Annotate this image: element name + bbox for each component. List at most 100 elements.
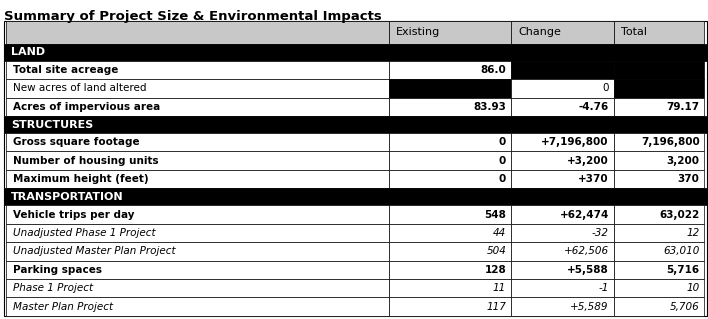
Bar [6, 152, 389, 170]
Bar [389, 224, 511, 242]
Bar [4, 116, 707, 133]
Bar [6, 133, 389, 152]
Bar [389, 261, 511, 279]
Text: Maximum height (feet): Maximum height (feet) [13, 174, 148, 184]
Bar [614, 242, 704, 261]
Text: 0: 0 [499, 137, 506, 147]
Bar [389, 21, 511, 44]
Text: Acres of impervious area: Acres of impervious area [13, 102, 160, 112]
Text: -32: -32 [592, 228, 609, 238]
Bar [4, 188, 707, 205]
Bar [511, 224, 614, 242]
Text: +62,506: +62,506 [564, 246, 609, 256]
Text: Unadjusted Master Plan Project: Unadjusted Master Plan Project [13, 246, 176, 256]
Text: TRANSPORTATION: TRANSPORTATION [11, 192, 124, 202]
Bar [6, 279, 389, 297]
Text: 548: 548 [484, 210, 506, 219]
Text: 128: 128 [484, 265, 506, 275]
Bar [511, 152, 614, 170]
Text: 0: 0 [499, 174, 506, 184]
Bar [389, 205, 511, 224]
Text: 117: 117 [486, 301, 506, 312]
Bar [614, 21, 704, 44]
Text: LAND: LAND [11, 47, 45, 57]
Bar [389, 170, 511, 188]
Bar [614, 261, 704, 279]
Bar [6, 205, 389, 224]
Bar [389, 133, 511, 152]
Bar [511, 242, 614, 261]
Text: +62,474: +62,474 [559, 210, 609, 219]
Bar [511, 205, 614, 224]
Text: 63,010: 63,010 [663, 246, 700, 256]
Text: Total site acreage: Total site acreage [13, 65, 118, 75]
Text: Change: Change [518, 27, 561, 37]
Bar [511, 297, 614, 316]
Bar [6, 297, 389, 316]
Bar [389, 297, 511, 316]
Bar [614, 79, 704, 98]
Bar [614, 170, 704, 188]
Text: Number of housing units: Number of housing units [13, 156, 159, 166]
Text: New acres of land altered: New acres of land altered [13, 83, 146, 93]
Bar [6, 61, 389, 79]
Bar [511, 279, 614, 297]
Bar [6, 170, 389, 188]
Text: +7,196,800: +7,196,800 [542, 137, 609, 147]
Bar [389, 242, 511, 261]
Text: Phase 1 Project: Phase 1 Project [13, 283, 93, 293]
Bar [6, 21, 389, 44]
Text: 63,022: 63,022 [659, 210, 700, 219]
Text: Summary of Project Size & Environmental Impacts: Summary of Project Size & Environmental … [4, 10, 382, 23]
Text: Unadjusted Phase 1 Project: Unadjusted Phase 1 Project [13, 228, 155, 238]
Bar [614, 224, 704, 242]
Text: Existing: Existing [396, 27, 440, 37]
Text: -1: -1 [598, 283, 609, 293]
Text: 7,196,800: 7,196,800 [641, 137, 700, 147]
Bar [511, 61, 614, 79]
Text: 44: 44 [493, 228, 506, 238]
Bar [614, 133, 704, 152]
Bar [614, 98, 704, 116]
Bar [511, 79, 614, 98]
Bar [614, 152, 704, 170]
Text: +5,589: +5,589 [571, 301, 609, 312]
Bar [614, 205, 704, 224]
Text: 370: 370 [678, 174, 700, 184]
Text: STRUCTURES: STRUCTURES [11, 120, 93, 130]
Bar [614, 297, 704, 316]
Bar [389, 98, 511, 116]
Text: +5,588: +5,588 [567, 265, 609, 275]
Bar [511, 21, 614, 44]
Text: 0: 0 [603, 83, 609, 93]
Bar [6, 242, 389, 261]
Text: 79.17: 79.17 [666, 102, 700, 112]
Bar [614, 61, 704, 79]
Text: 3,200: 3,200 [666, 156, 700, 166]
Text: Master Plan Project: Master Plan Project [13, 301, 113, 312]
Bar [4, 44, 707, 61]
Text: -4.76: -4.76 [578, 102, 609, 112]
Text: 10: 10 [686, 283, 700, 293]
Bar [389, 279, 511, 297]
Bar [511, 261, 614, 279]
Text: Vehicle trips per day: Vehicle trips per day [13, 210, 135, 219]
Text: 86.0: 86.0 [481, 65, 506, 75]
Text: 0: 0 [499, 156, 506, 166]
Bar [511, 170, 614, 188]
Text: 12: 12 [686, 228, 700, 238]
Bar [614, 279, 704, 297]
Bar [6, 79, 389, 98]
Bar [511, 133, 614, 152]
Bar [6, 261, 389, 279]
Text: 5,716: 5,716 [666, 265, 700, 275]
Text: Gross square footage: Gross square footage [13, 137, 139, 147]
Text: 11: 11 [493, 283, 506, 293]
Bar [6, 224, 389, 242]
Text: 5,706: 5,706 [670, 301, 700, 312]
Bar [389, 61, 511, 79]
Text: +370: +370 [578, 174, 609, 184]
Text: 83.93: 83.93 [474, 102, 506, 112]
Text: Parking spaces: Parking spaces [13, 265, 102, 275]
Bar [389, 152, 511, 170]
